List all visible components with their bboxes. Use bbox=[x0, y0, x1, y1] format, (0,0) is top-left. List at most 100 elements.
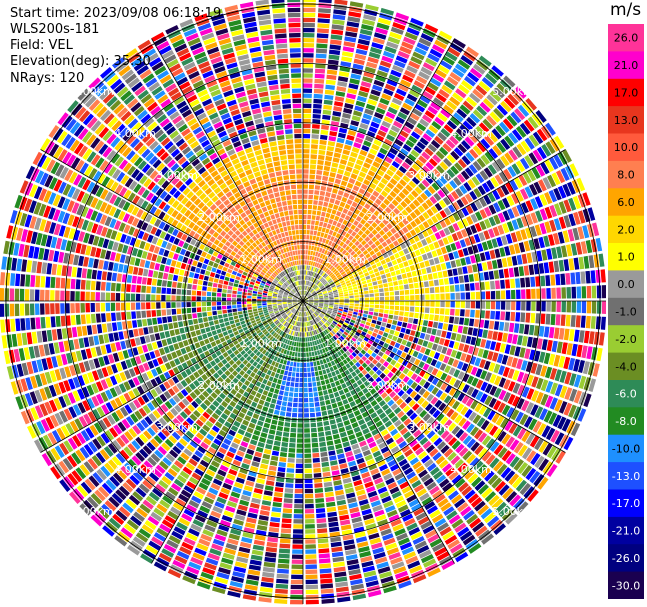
velocity-gate bbox=[307, 337, 310, 342]
velocity-gate bbox=[435, 222, 443, 231]
velocity-gate bbox=[561, 301, 566, 313]
velocity-gate bbox=[467, 265, 473, 274]
velocity-gate bbox=[341, 415, 349, 422]
velocity-gate bbox=[303, 240, 306, 245]
velocity-gate bbox=[347, 313, 353, 317]
velocity-gate bbox=[313, 285, 317, 289]
velocity-gate bbox=[508, 267, 515, 278]
velocity-gate bbox=[316, 170, 323, 175]
velocity-gate bbox=[467, 345, 475, 355]
velocity-gate bbox=[318, 282, 322, 287]
velocity-gate bbox=[383, 283, 389, 288]
velocity-gate bbox=[263, 490, 273, 496]
velocity-gate bbox=[287, 371, 292, 377]
velocity-gate bbox=[418, 182, 427, 191]
velocity-gate bbox=[339, 355, 345, 361]
velocity-gate bbox=[323, 294, 329, 297]
velocity-gate bbox=[305, 589, 319, 595]
velocity-gate bbox=[313, 103, 322, 109]
velocity-gate bbox=[372, 416, 381, 424]
velocity-gate bbox=[226, 325, 232, 331]
velocity-gate bbox=[354, 303, 359, 307]
velocity-gate bbox=[441, 346, 448, 355]
velocity-gate bbox=[282, 513, 292, 519]
velocity-gate bbox=[449, 96, 461, 107]
velocity-gate bbox=[457, 59, 471, 70]
velocity-gate bbox=[476, 464, 488, 475]
velocity-gate bbox=[308, 302, 313, 305]
velocity-gate bbox=[312, 307, 317, 310]
velocity-gate bbox=[335, 581, 349, 588]
velocity-gate bbox=[580, 271, 586, 284]
velocity-gate bbox=[313, 93, 323, 99]
velocity-gate bbox=[486, 261, 493, 270]
velocity-gate bbox=[287, 458, 295, 463]
velocity-gate bbox=[326, 287, 331, 290]
velocity-gate bbox=[545, 122, 556, 136]
velocity-gate bbox=[323, 295, 329, 298]
velocity-gate bbox=[366, 61, 378, 69]
velocity-gate bbox=[402, 218, 409, 226]
velocity-gate bbox=[389, 296, 395, 301]
velocity-gate bbox=[393, 450, 403, 458]
velocity-gate bbox=[413, 80, 425, 89]
velocity-gate bbox=[256, 478, 265, 485]
velocity-gate bbox=[415, 294, 420, 300]
velocity-gate bbox=[368, 326, 375, 332]
velocity-gate bbox=[394, 362, 401, 369]
velocity-gate bbox=[258, 437, 267, 443]
velocity-gate bbox=[340, 271, 346, 276]
velocity-gate bbox=[514, 86, 527, 99]
velocity-gate bbox=[436, 345, 443, 353]
velocity-gate bbox=[303, 22, 315, 28]
velocity-gate bbox=[329, 265, 334, 270]
velocity-gate bbox=[335, 586, 349, 593]
velocity-gate bbox=[289, 387, 294, 392]
velocity-gate bbox=[453, 176, 462, 186]
velocity-gate bbox=[308, 260, 312, 266]
velocity-gate bbox=[472, 88, 484, 100]
velocity-gate bbox=[303, 337, 306, 342]
velocity-gate bbox=[549, 219, 557, 232]
velocity-gate bbox=[438, 278, 444, 286]
velocity-gate bbox=[266, 380, 272, 387]
velocity-gate bbox=[322, 308, 327, 312]
velocity-gate bbox=[299, 372, 303, 378]
velocity-gate bbox=[504, 470, 516, 482]
velocity-gate bbox=[554, 399, 563, 412]
velocity-gate bbox=[416, 42, 430, 52]
velocity-gate bbox=[489, 457, 500, 469]
velocity-gate bbox=[521, 400, 530, 412]
velocity-gate bbox=[324, 89, 335, 95]
velocity-gate bbox=[319, 320, 324, 325]
velocity-gate bbox=[314, 225, 319, 231]
velocity-gate bbox=[303, 118, 311, 124]
velocity-gate bbox=[526, 450, 537, 463]
velocity-gate bbox=[312, 291, 316, 295]
velocity-gate bbox=[389, 255, 396, 261]
velocity-gate bbox=[327, 333, 332, 338]
velocity-gate bbox=[309, 298, 314, 300]
velocity-gate bbox=[348, 178, 356, 185]
velocity-gate bbox=[255, 483, 264, 490]
velocity-gate bbox=[325, 228, 330, 234]
velocity-gate bbox=[363, 140, 372, 147]
velocity-gate bbox=[378, 222, 386, 229]
velocity-gate bbox=[493, 363, 501, 374]
velocity-gate bbox=[270, 371, 276, 377]
velocity-gate bbox=[358, 253, 365, 259]
velocity-gate bbox=[330, 34, 343, 41]
velocity-gate bbox=[358, 288, 364, 292]
velocity-gate bbox=[465, 397, 474, 407]
velocity-gate bbox=[255, 392, 262, 399]
velocity-gate bbox=[346, 134, 355, 141]
velocity-gate bbox=[486, 179, 495, 191]
velocity-gate bbox=[512, 396, 521, 407]
velocity-gate bbox=[365, 275, 371, 280]
velocity-gate bbox=[390, 382, 398, 390]
velocity-gate bbox=[437, 112, 448, 123]
velocity-gate bbox=[588, 331, 595, 345]
velocity-gate bbox=[272, 445, 280, 452]
velocity-gate bbox=[376, 206, 384, 214]
velocity-gate bbox=[348, 354, 354, 360]
